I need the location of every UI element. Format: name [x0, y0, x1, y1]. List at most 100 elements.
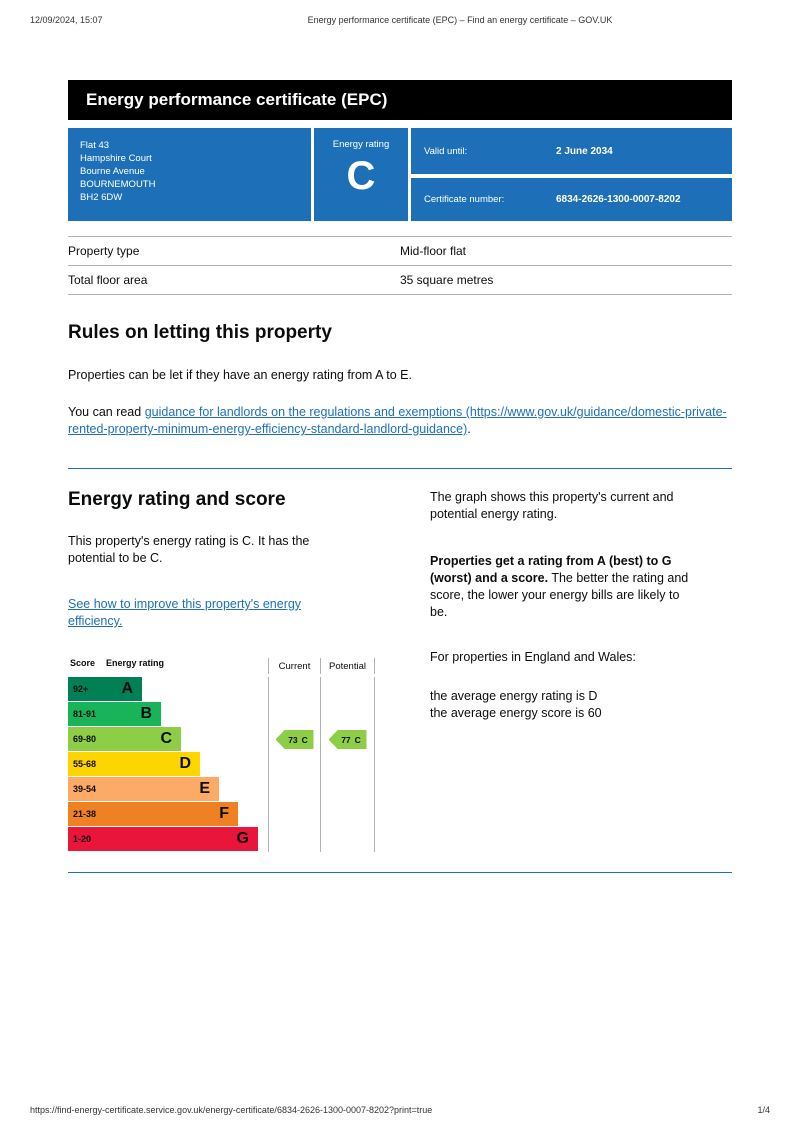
- band-score-label: 55-68: [73, 759, 97, 769]
- property-facts-table: Property type Mid-floor flat Total floor…: [68, 236, 732, 295]
- rating-and-score-section: Energy rating and score This property's …: [68, 489, 732, 852]
- improve-link-paragraph: See how to improve this property's energ…: [68, 596, 318, 630]
- current-cell: [268, 677, 320, 702]
- band-score-label: 92+: [73, 684, 89, 694]
- current-cell: [268, 777, 320, 802]
- certificate-number-value: 6834-2626-1300-0007-8202: [556, 194, 681, 205]
- valid-until-value: 2 June 2034: [556, 145, 613, 157]
- potential-column-header: Potential: [320, 658, 375, 674]
- epc-band-row-b: 81-91 B: [68, 702, 375, 727]
- address-line: BOURNEMOUTH: [80, 179, 156, 190]
- epc-band-row-e: 39-54 E: [68, 777, 375, 802]
- band-letter: F: [219, 805, 229, 822]
- band-score-label: 1-20: [73, 834, 92, 844]
- band-bar-g: 1-20 G: [68, 827, 258, 851]
- rating-column-header: Energy rating: [106, 658, 165, 668]
- browser-print-footer: https://find-energy-certificate.service.…: [30, 1105, 770, 1115]
- print-url: https://find-energy-certificate.service.…: [30, 1105, 433, 1115]
- address-line: Flat 43: [80, 140, 110, 151]
- potential-cell: [320, 702, 375, 727]
- potential-cell: [320, 802, 375, 827]
- property-address: Flat 43 Hampshire Court Bourne Avenue BO…: [68, 128, 311, 221]
- validity-column: Valid until: 2 June 2034 Certificate num…: [411, 128, 732, 221]
- average-score-text: the average energy score is 60: [430, 706, 602, 720]
- potential-cell: 77 C: [320, 727, 375, 752]
- national-averages: the average energy rating is D the avera…: [430, 688, 732, 722]
- rating-explanation-rest: The better the rating and score, the low…: [430, 571, 689, 619]
- energy-rating-letter: C: [346, 154, 376, 198]
- potential-cell: [320, 777, 375, 802]
- band-score-label: 69-80: [73, 734, 97, 744]
- rules-link-suffix: .: [467, 422, 471, 436]
- property-type-label: Property type: [68, 236, 400, 266]
- band-score-label: 21-38: [73, 809, 97, 819]
- band-letter: D: [179, 755, 191, 772]
- rating-intro-text: This property's energy rating is C. It h…: [68, 534, 310, 565]
- current-cell: [268, 702, 320, 727]
- table-row: Property type Mid-floor flat: [68, 236, 732, 266]
- potential-cell: [320, 677, 375, 702]
- band-bar-b: 81-91 B: [68, 702, 161, 726]
- potential-cell: [320, 827, 375, 852]
- energy-rating-label: Energy rating: [332, 139, 390, 150]
- band-bar-f: 21-38 F: [68, 802, 238, 826]
- rating-left-column: Energy rating and score This property's …: [68, 489, 376, 852]
- band-letter: B: [140, 705, 152, 722]
- average-rating-text: the average energy rating is D: [430, 689, 598, 703]
- rules-section-heading: Rules on letting this property: [68, 322, 332, 343]
- current-cell: [268, 752, 320, 777]
- section-divider: [68, 468, 732, 469]
- energy-rating-box: Energy rating C: [314, 128, 408, 221]
- improve-efficiency-link[interactable]: See how to improve this property's energ…: [68, 597, 302, 628]
- epc-band-row-a: 92+ A: [68, 677, 375, 702]
- section-divider: [68, 872, 732, 873]
- address-line: BH2 6DW: [80, 192, 123, 203]
- property-type-value: Mid-floor flat: [400, 236, 732, 266]
- certificate-page: Energy performance certificate (EPC) Fla…: [68, 80, 732, 873]
- print-datetime: 12/09/2024, 15:07: [30, 15, 103, 25]
- certificate-summary: Flat 43 Hampshire Court Bourne Avenue BO…: [68, 128, 732, 221]
- current-cell: [268, 827, 320, 852]
- browser-print-header: 12/09/2024, 15:07 Energy performance cer…: [30, 15, 770, 25]
- rules-paragraph: Properties can be let if they have an en…: [68, 368, 412, 382]
- valid-until-label: Valid until:: [424, 145, 468, 157]
- address-line: Bourne Avenue: [80, 166, 145, 177]
- chart-header-row: Score Energy rating Current Potential: [68, 658, 375, 674]
- averages-intro: For properties in England and Wales:: [430, 650, 636, 664]
- epc-rating-chart: Score Energy rating Current Potential 92…: [68, 658, 375, 852]
- epc-band-row-c: 69-80 C 73 C 77 C: [68, 727, 375, 752]
- band-letter: C: [160, 730, 172, 747]
- current-cell: 73 C: [268, 727, 320, 752]
- valid-until-box: Valid until: 2 June 2034: [411, 128, 732, 174]
- potential-cell: [320, 752, 375, 777]
- potential-rating-arrow: 77 C: [328, 730, 367, 749]
- rating-explanation-bold: Properties get a rating from A (best) to…: [430, 554, 672, 585]
- band-letter: G: [236, 830, 249, 847]
- floor-area-label: Total floor area: [68, 265, 400, 295]
- band-score-label: 39-54: [73, 784, 97, 794]
- table-row: Total floor area 35 square metres: [68, 265, 732, 295]
- band-score-label: 81-91: [73, 709, 97, 719]
- band-bar-d: 55-68 D: [68, 752, 200, 776]
- rating-section-heading: Energy rating and score: [68, 489, 286, 510]
- floor-area-value: 35 square metres: [400, 265, 732, 295]
- band-letter: A: [121, 680, 133, 697]
- landlord-guidance-link[interactable]: guidance for landlords on the regulation…: [68, 405, 727, 436]
- rules-paragraph-with-link: You can read guidance for landlords on t…: [68, 404, 730, 438]
- address-line: Hampshire Court: [80, 153, 152, 164]
- band-bar-e: 39-54 E: [68, 777, 219, 801]
- epc-band-row-f: 21-38 F: [68, 802, 375, 827]
- current-cell: [268, 802, 320, 827]
- band-bar-a: 92+ A: [68, 677, 142, 701]
- certificate-number-label: Certificate number:: [424, 194, 505, 205]
- band-letter: E: [199, 780, 210, 797]
- band-bar-c: 69-80 C: [68, 727, 181, 751]
- epc-band-row-g: 1-20 G: [68, 827, 375, 852]
- rules-link-prefix: You can read: [68, 405, 145, 419]
- print-page-title: Energy performance certificate (EPC) – F…: [307, 15, 613, 25]
- current-rating-arrow: 73 C: [275, 730, 314, 749]
- current-column-header: Current: [268, 658, 320, 674]
- certificate-number-box: Certificate number: 6834-2626-1300-0007-…: [411, 178, 732, 221]
- print-page-indicator: 1/4: [757, 1105, 770, 1115]
- rating-right-column: The graph shows this property's current …: [430, 489, 732, 852]
